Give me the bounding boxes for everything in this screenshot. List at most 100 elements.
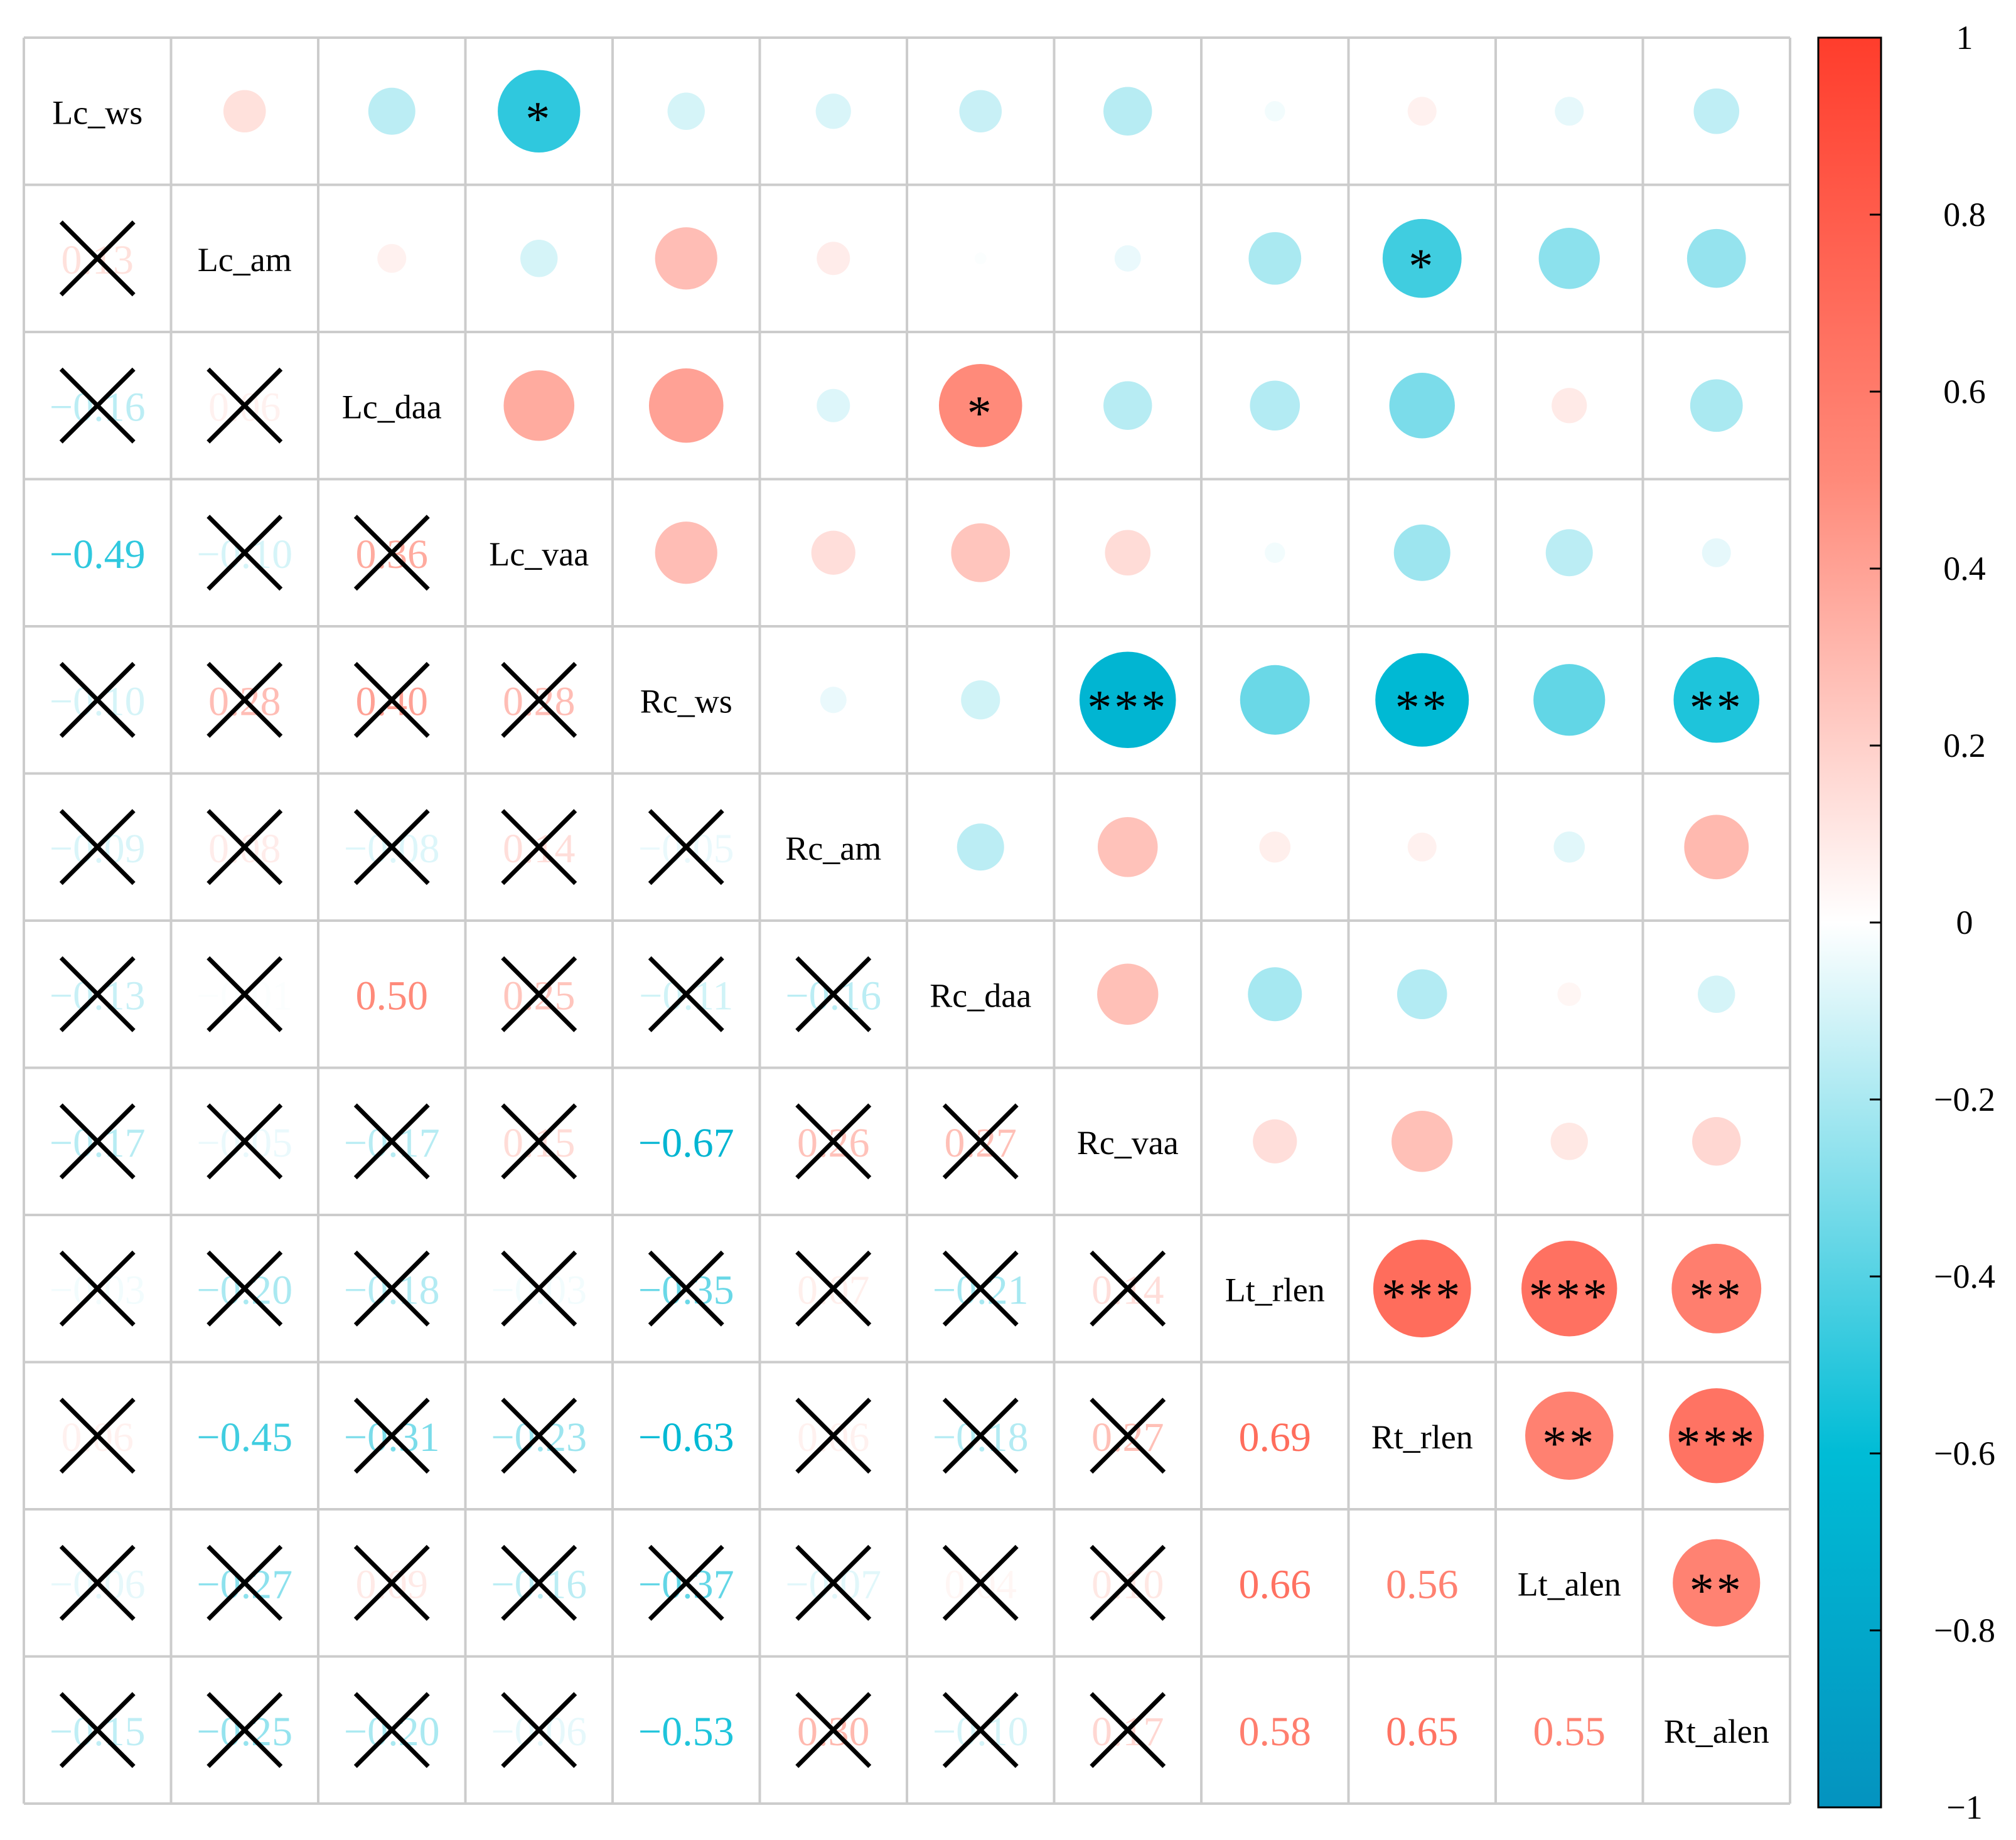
- significance-stars: *: [525, 91, 552, 146]
- insignificant-cross: [353, 661, 430, 738]
- correlation-circle: [1545, 529, 1593, 577]
- correlation-circle: [1265, 101, 1285, 122]
- variable-label: Rc_am: [785, 830, 881, 867]
- insignificant-cross: [501, 1103, 577, 1180]
- insignificant-cross: [501, 1250, 577, 1327]
- correlation-circle: [1248, 967, 1302, 1022]
- correlation-circle: [1671, 1243, 1762, 1334]
- correlation-circle: [1265, 542, 1285, 563]
- correlation-circle: [1552, 388, 1587, 424]
- significance-stars: ***: [1529, 1268, 1610, 1323]
- correlation-circle: [1673, 656, 1760, 743]
- correlation-circle: [1407, 97, 1437, 126]
- correlation-circle: [1686, 228, 1746, 288]
- correlation-circle: [1550, 1123, 1588, 1160]
- insignificant-cross: [501, 809, 577, 885]
- correlation-circle: [368, 87, 416, 135]
- correlation-circle: [1538, 228, 1600, 289]
- significance-stars: *: [1408, 238, 1435, 293]
- correlation-circle: [957, 823, 1004, 871]
- correlation-circle: [1698, 975, 1735, 1013]
- correlation-circle: [1250, 380, 1300, 431]
- insignificant-cross: [1090, 1544, 1166, 1621]
- correlation-value: −0.45: [196, 1415, 292, 1460]
- variable-label: Rc_ws: [640, 682, 732, 720]
- correlation-value: 0.58: [1239, 1709, 1312, 1755]
- insignificant-cross: [206, 515, 283, 591]
- insignificant-cross: [206, 1250, 283, 1327]
- insignificant-cross: [1090, 1250, 1166, 1327]
- insignificant-cross: [206, 367, 283, 444]
- colorbar-tick-label: 0.4: [1943, 550, 1986, 587]
- insignificant-cross: [59, 220, 136, 297]
- insignificant-cross: [206, 956, 283, 1032]
- matrix-grid: [23, 36, 1791, 1805]
- insignificant-cross: [59, 1692, 136, 1768]
- variable-label: Lc_daa: [342, 388, 442, 425]
- correlation-circle: [1521, 1241, 1617, 1337]
- variable-label: Rc_daa: [930, 976, 1031, 1014]
- insignificant-cross: [501, 956, 577, 1032]
- correlation-circle: [1702, 538, 1731, 567]
- insignificant-cross: [59, 1250, 136, 1327]
- correlation-circle: [1103, 87, 1152, 136]
- insignificant-cross: [795, 1398, 872, 1474]
- insignificant-cross: [1090, 1398, 1166, 1474]
- correlation-circle: [1533, 664, 1606, 736]
- colorbar-tick-label: −0.6: [1934, 1435, 1995, 1472]
- insignificant-cross: [501, 661, 577, 738]
- correlation-circle: [1240, 665, 1310, 735]
- variable-label: Lc_ws: [52, 94, 142, 131]
- variable-label: Lc_vaa: [489, 535, 589, 573]
- correlation-circle: [1382, 218, 1462, 298]
- correlation-circle: [811, 530, 855, 575]
- correlation-circle: [223, 90, 266, 133]
- correlation-circle: [1397, 969, 1447, 1020]
- colorbar-tick-label: −0.2: [1934, 1081, 1995, 1118]
- correlation-value: 0.55: [1533, 1709, 1606, 1755]
- insignificant-cross: [353, 1544, 430, 1621]
- correlation-circle: [520, 240, 558, 277]
- correlation-circle: [1525, 1391, 1614, 1480]
- variable-label: Rc_vaa: [1077, 1124, 1179, 1162]
- correlation-circle: [1673, 1539, 1761, 1627]
- colorbar-tick-label: −0.8: [1934, 1612, 1995, 1649]
- correlation-circle: [1690, 379, 1743, 432]
- insignificant-cross: [353, 1103, 430, 1180]
- insignificant-cross: [59, 661, 136, 738]
- correlation-value: 0.65: [1386, 1709, 1459, 1755]
- colorbar-tick-label: 0.6: [1943, 373, 1986, 410]
- insignificant-cross: [353, 1692, 430, 1768]
- significance-stars: **: [1542, 1416, 1596, 1470]
- correlation-circle: [951, 523, 1011, 582]
- insignificant-cross: [206, 1544, 283, 1621]
- insignificant-cross: [206, 809, 283, 885]
- correlation-circle: [1684, 815, 1749, 880]
- correlation-circle: [667, 92, 705, 130]
- correlation-value: 0.56: [1386, 1561, 1459, 1607]
- colorbar-tick-label: −1: [1946, 1789, 1982, 1826]
- insignificant-cross: [59, 1398, 136, 1474]
- insignificant-cross: [206, 661, 283, 738]
- correlation-circle: [648, 368, 724, 443]
- correlation-circle: [1103, 381, 1152, 430]
- correlation-circle: [1114, 245, 1141, 272]
- correlation-circle: [1555, 97, 1584, 126]
- insignificant-cross: [1090, 1692, 1166, 1768]
- correlation-value: −0.63: [638, 1415, 734, 1460]
- correlation-circle: [1373, 1239, 1471, 1338]
- correlation-circle: [1391, 1111, 1453, 1172]
- correlation-circle: [820, 687, 847, 714]
- insignificant-cross: [501, 1692, 577, 1768]
- insignificant-cross: [648, 809, 724, 885]
- significance-stars: **: [1690, 1563, 1744, 1617]
- correlation-circle: [1692, 1117, 1741, 1166]
- insignificant-cross: [795, 956, 872, 1032]
- correlation-circle: [1259, 831, 1291, 863]
- insignificant-cross: [942, 1250, 1019, 1327]
- correlation-circle: [1105, 530, 1151, 576]
- correlation-value: 0.69: [1239, 1415, 1312, 1460]
- correlation-circle: [1375, 653, 1469, 747]
- correlation-value: 0.66: [1239, 1561, 1312, 1607]
